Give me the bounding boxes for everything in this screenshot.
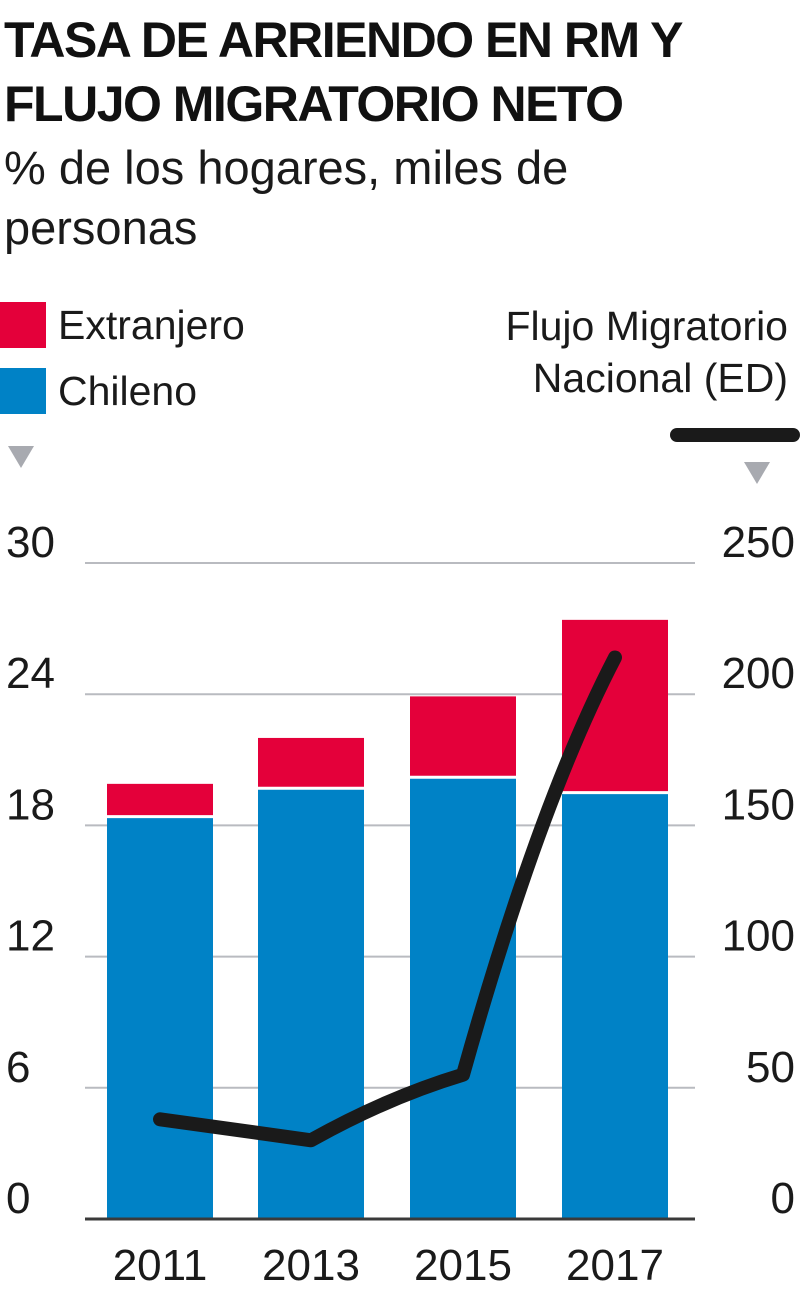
left-tick-label: 0	[6, 1174, 30, 1223]
line-legend: Flujo Migratorio Nacional (ED)	[368, 300, 788, 404]
left-tick-label: 30	[6, 518, 55, 567]
right-tick-label: 50	[746, 1043, 795, 1092]
legend-swatch-extranjero	[0, 302, 46, 348]
right-axis-marker-icon	[744, 462, 770, 484]
bar-chileno-2015	[410, 777, 516, 1219]
bar-extranjero-2017	[562, 619, 668, 793]
x-tick-label: 2011	[113, 1241, 208, 1290]
bar-extranjero-2015	[410, 696, 516, 778]
x-tick-label: 2017	[566, 1241, 664, 1290]
bar-chileno-2011	[107, 816, 213, 1219]
bar-extranjero-2013	[258, 737, 364, 789]
x-tick-label: 2013	[262, 1241, 360, 1290]
line-legend-label-line-1: Flujo Migratorio	[505, 303, 788, 349]
left-tick-label: 6	[6, 1043, 30, 1092]
legend-label-chileno: Chileno	[58, 368, 198, 414]
bar-extranjero-2011	[107, 783, 213, 817]
legend-swatch-chileno	[0, 368, 46, 414]
chart-subtitle: % de los hogares, miles de personas	[4, 138, 794, 258]
bar-chileno-2017	[562, 792, 668, 1219]
x-tick-label: 2015	[414, 1241, 512, 1290]
left-tick-label: 12	[6, 912, 55, 961]
right-tick-label: 150	[722, 780, 795, 829]
bar-chileno-2013	[258, 788, 364, 1219]
chart-subtitle-line-1: % de los hogares, miles de	[4, 141, 569, 194]
chart-title: TASA DE ARRIENDO EN RM Y FLUJO MIGRATORI…	[4, 8, 794, 136]
chart-subtitle-line-2: personas	[4, 201, 198, 254]
right-tick-label: 0	[771, 1174, 795, 1223]
right-tick-label: 200	[722, 649, 795, 698]
right-tick-label: 250	[722, 518, 795, 567]
chart-title-line-1: TASA DE ARRIENDO EN RM Y	[4, 12, 683, 68]
line-flujo-migratorio	[153, 650, 622, 1148]
legend-label-extranjero: Extranjero	[58, 302, 245, 348]
chart-title-line-2: FLUJO MIGRATORIO NETO	[4, 76, 624, 132]
right-tick-label: 100	[722, 912, 795, 961]
left-tick-label: 24	[6, 649, 55, 698]
left-axis-marker-icon	[8, 446, 34, 468]
left-tick-label: 18	[6, 780, 55, 829]
line-legend-label-line-2: Nacional (ED)	[532, 355, 788, 401]
line-legend-swatch	[670, 428, 800, 442]
